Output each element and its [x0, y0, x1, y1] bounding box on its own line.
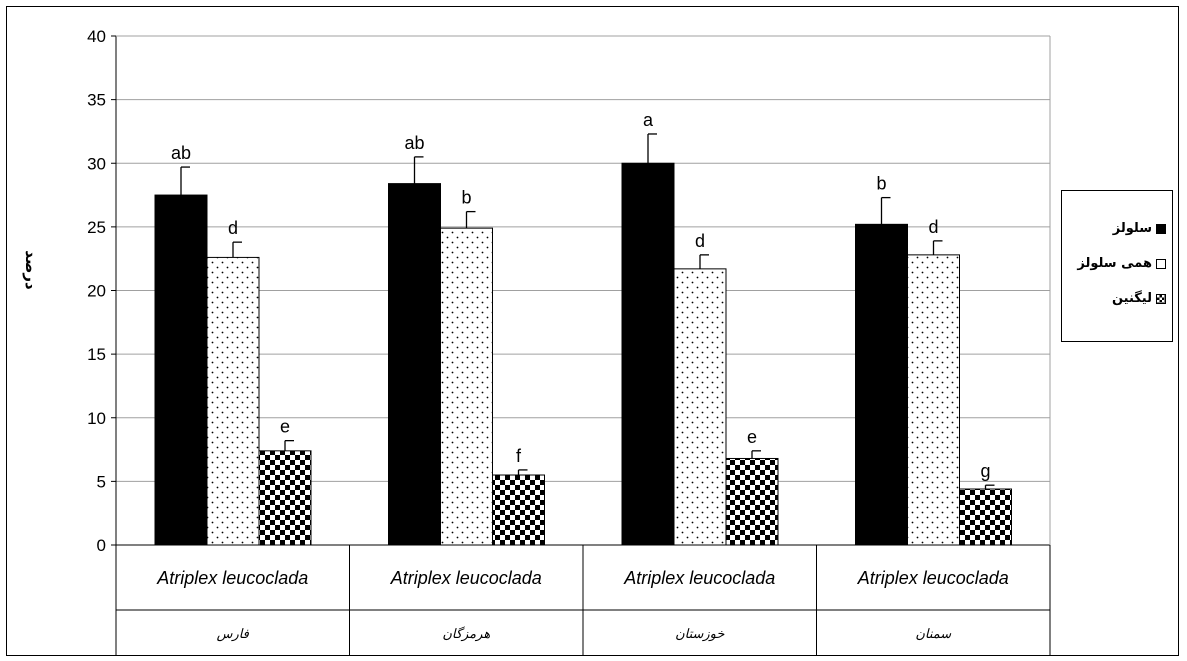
bar [907, 254, 960, 546]
y-tick-label: 40 [87, 27, 106, 46]
bar [154, 194, 208, 546]
bar [855, 223, 908, 546]
bar [673, 268, 727, 546]
significance-label: d [928, 217, 938, 237]
significance-label: e [747, 427, 757, 447]
category-species-label: Atriplex leucoclada [857, 568, 1009, 588]
y-tick-label: 20 [87, 282, 106, 301]
significance-label: ab [404, 133, 424, 153]
legend-item-hemicellulose: همی سلولز [1077, 256, 1166, 271]
category-region-label: سمنان [915, 627, 952, 642]
bar [959, 488, 1012, 546]
bar [206, 256, 260, 546]
category-species-label: Atriplex leucoclada [156, 568, 308, 588]
y-axis-label: درصد [22, 250, 40, 290]
legend-item-cellulose: سلولز [1113, 221, 1166, 236]
bar [725, 457, 779, 546]
category-region-label: فارس [217, 627, 250, 642]
bar [492, 474, 545, 546]
y-tick-label: 25 [87, 218, 106, 237]
legend-label-lignin: لیگنین [1111, 291, 1152, 306]
significance-label: a [643, 110, 654, 130]
category-region-label: خوزستان [675, 627, 725, 642]
category-species-label: Atriplex leucoclada [390, 568, 542, 588]
legend-item-lignin: لیگنین [1112, 291, 1166, 306]
y-tick-label: 15 [87, 345, 106, 364]
bar [388, 183, 441, 546]
significance-label: d [228, 218, 238, 238]
significance-label: b [876, 174, 886, 194]
y-tick-label: 10 [87, 409, 106, 428]
significance-label: b [461, 188, 471, 208]
y-tick-label: 30 [87, 154, 106, 173]
legend-swatch-cellulose [1156, 223, 1166, 234]
significance-label: ab [171, 143, 191, 163]
significance-label: d [695, 231, 705, 251]
bar [621, 162, 675, 546]
legend-swatch-lignin [1156, 293, 1166, 304]
labels: 0 5 10 15 20 25 30 35 40 Atriplex leucoclada فارس a… [87, 27, 1009, 642]
legend: سلولز همی سلولز لیگنین [1061, 190, 1173, 342]
significance-label: e [280, 417, 290, 437]
significance-label: f [516, 446, 522, 466]
bar [440, 227, 493, 546]
legend-label-cellulose: سلولز [1112, 221, 1152, 236]
bars [154, 133, 1012, 546]
bar [258, 450, 312, 546]
y-tick-label: 35 [87, 91, 106, 110]
legend-swatch-hemicellulose [1156, 258, 1166, 269]
legend-label-hemicellulose: همی سلولز [1077, 256, 1152, 271]
category-region-label: هرمزگان [442, 626, 490, 642]
y-tick-label: 5 [97, 472, 106, 491]
y-tick-label: 0 [97, 536, 106, 555]
significance-label: g [980, 461, 990, 481]
category-species-label: Atriplex leucoclada [623, 568, 775, 588]
